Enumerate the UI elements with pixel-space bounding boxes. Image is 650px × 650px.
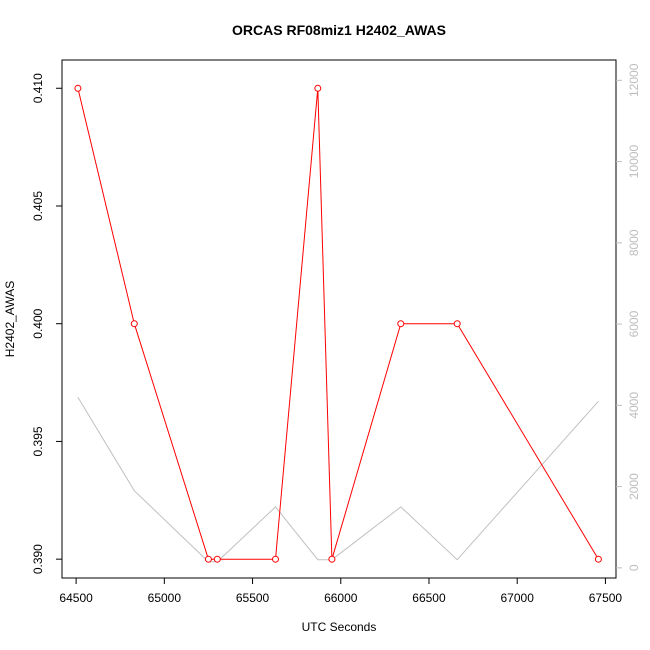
x-tick-label: 65000: [148, 591, 182, 605]
data-point: [594, 555, 602, 563]
series-line-right-axis: [77, 396, 599, 563]
y-tick-label: 0.395: [31, 426, 45, 456]
x-tick-label: 64500: [59, 591, 93, 605]
series-layer: [74, 84, 602, 563]
y-tick-label: 0.405: [31, 191, 45, 221]
data-point: [453, 320, 461, 328]
data-point: [328, 555, 336, 563]
data-point: [397, 320, 405, 328]
x-tick-label: 67000: [501, 591, 535, 605]
data-point: [272, 555, 279, 563]
y-tick-label: 0.410: [31, 73, 45, 103]
y-tick-label: 0.390: [31, 544, 45, 574]
x-tick-label: 66500: [412, 591, 446, 605]
x-tick-label: 67500: [589, 591, 623, 605]
y-axis-title: H2402_AWAS: [3, 281, 17, 357]
x-axis-title: UTC Seconds: [302, 620, 377, 634]
series-line-h2402-awas: [77, 88, 599, 560]
axes: 64500 65000 65500 66000 66500 67000 67500 0.390…: [31, 63, 641, 605]
y2-tick-label: 12000: [627, 63, 641, 97]
y2-tick-label: 4000: [627, 392, 641, 419]
x-tick-label: 65500: [236, 591, 270, 605]
y2-tick-label: 2000: [627, 473, 641, 500]
y2-tick-label: 10000: [627, 145, 641, 179]
data-point: [213, 555, 221, 563]
plot-frame: [61, 59, 617, 579]
data-point: [204, 555, 212, 563]
data-point: [130, 320, 138, 328]
chart-title: ORCAS RF08miz1 H2402_AWAS: [232, 22, 446, 38]
x-tick-label: 66000: [324, 591, 358, 605]
y-tick-label: 0.400: [31, 308, 45, 338]
y2-tick-label: 8000: [627, 229, 641, 256]
y2-tick-label: 0: [627, 564, 641, 571]
y2-tick-label: 6000: [627, 310, 641, 337]
data-point: [314, 84, 322, 92]
data-point: [74, 84, 82, 92]
